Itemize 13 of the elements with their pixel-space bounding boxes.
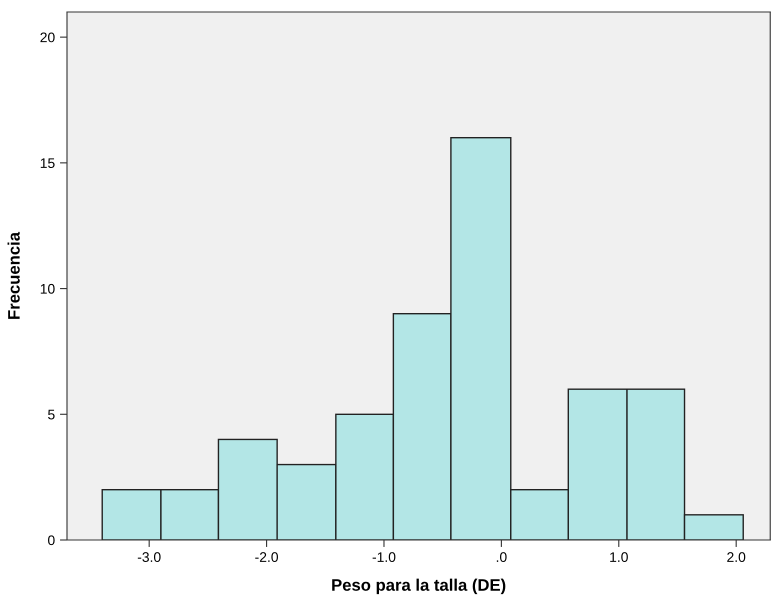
x-tick-label: -3.0 — [138, 552, 161, 562]
x-tick-label: -2.0 — [255, 552, 278, 562]
y-axis-title: Frecuencia — [8, 232, 20, 319]
y-tick-label: 20 — [40, 32, 55, 42]
x-tick-label: -1.0 — [372, 552, 396, 562]
y-tick-label: 5 — [48, 410, 55, 420]
y-tick-label: 15 — [40, 158, 55, 168]
y-tick-label: 10 — [40, 284, 55, 294]
x-tick-label: 2.0 — [727, 552, 746, 562]
y-tick-label: 0 — [48, 535, 55, 546]
x-axis-title: Peso para la talla (DE) — [332, 578, 506, 594]
x-tick-label: .0 — [496, 552, 507, 562]
x-tick-label: 1.0 — [610, 552, 628, 562]
